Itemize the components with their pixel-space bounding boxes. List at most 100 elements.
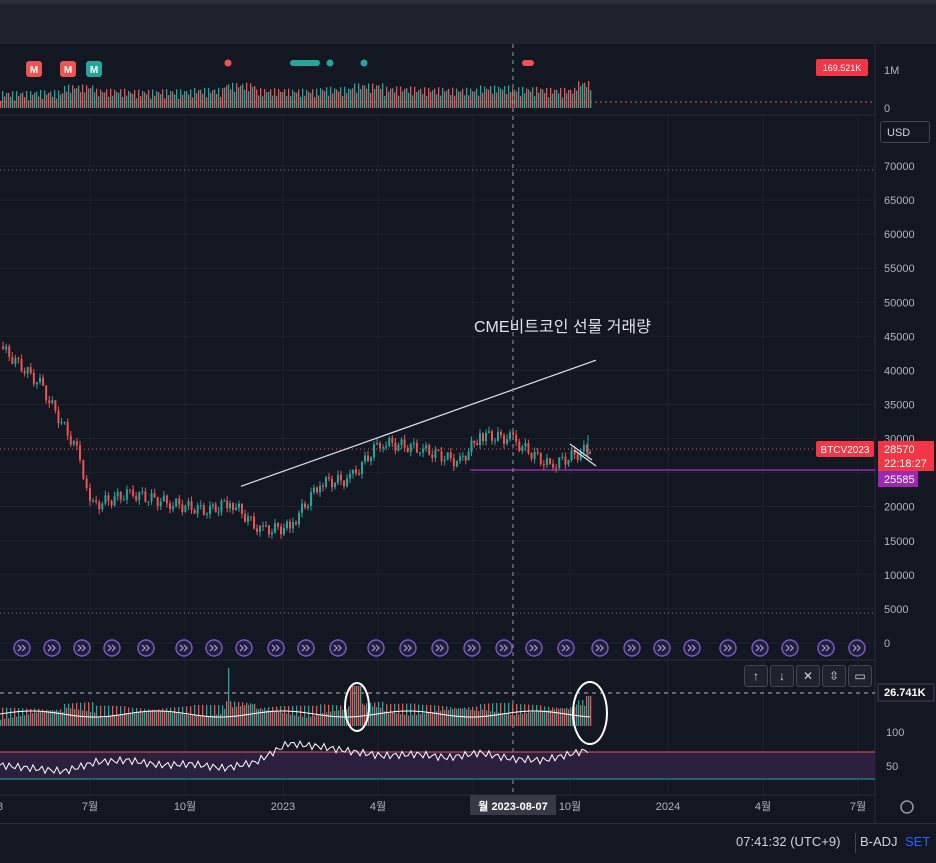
volume-bar [8, 92, 10, 108]
indicator-bar [50, 710, 52, 726]
volume-bar [358, 83, 360, 108]
volume-bar [100, 89, 102, 108]
indicator-bar [126, 713, 128, 726]
indicator-bar [218, 705, 220, 726]
candle-body [422, 448, 425, 453]
event-icon[interactable] [13, 639, 31, 657]
event-icon[interactable] [719, 639, 737, 657]
volume-bar [282, 91, 284, 108]
event-dot [326, 59, 334, 67]
indicator-bar [270, 710, 272, 726]
indicator-bar [98, 716, 100, 726]
move-down-button[interactable]: ↓ [770, 665, 794, 687]
candle-body [184, 505, 187, 512]
volume-bar [136, 98, 138, 108]
chevron-right-icon [371, 644, 380, 652]
candle-body [337, 474, 339, 483]
event-icon[interactable] [525, 639, 543, 657]
event-icon[interactable] [235, 639, 253, 657]
indicator-bar [96, 705, 98, 726]
indicator-bar [174, 707, 176, 726]
candle-body [564, 456, 567, 465]
event-icon[interactable] [73, 639, 91, 657]
event-icon[interactable] [591, 639, 609, 657]
indicator-bar [184, 714, 186, 726]
volume-bar [298, 89, 300, 108]
event-icon[interactable] [175, 639, 193, 657]
volume-bar [510, 92, 512, 108]
indicator-bar [432, 712, 434, 726]
indicator-bar [102, 717, 104, 726]
event-icon[interactable] [848, 639, 866, 657]
indicator-bar [536, 704, 538, 726]
indicator-bar [120, 706, 122, 726]
event-icon[interactable] [103, 639, 121, 657]
event-icon[interactable] [431, 639, 449, 657]
symbol-tag-bg [816, 441, 874, 457]
badj-label[interactable]: B-ADJ [860, 834, 898, 849]
indicator-bar [472, 706, 474, 726]
settings-gear-icon[interactable] [900, 800, 914, 814]
indicator-bar [140, 708, 142, 726]
currency-select[interactable]: USD [880, 121, 930, 143]
indicator-bar [538, 710, 540, 726]
event-icon[interactable] [399, 639, 417, 657]
volume-bar [522, 86, 524, 108]
event-icon[interactable] [751, 639, 769, 657]
event-icon[interactable] [367, 639, 385, 657]
event-icon[interactable] [495, 639, 513, 657]
event-icon[interactable] [817, 639, 835, 657]
indicator-bar [130, 713, 132, 726]
candle-body [542, 464, 545, 466]
indicator-bar [486, 710, 488, 726]
set-label[interactable]: SET [905, 834, 931, 849]
volume-bar [196, 93, 198, 108]
event-icon[interactable] [267, 639, 285, 657]
maximize-pane-button[interactable]: ▭ [848, 665, 872, 687]
indicator-bar [212, 715, 214, 726]
event-icon[interactable] [463, 639, 481, 657]
indicator-bar [354, 686, 356, 726]
clock-label[interactable]: 07:41:32 (UTC+9) [736, 834, 841, 849]
indicator-bar [294, 715, 296, 726]
event-icon[interactable] [329, 639, 347, 657]
candle-body [32, 372, 35, 385]
indicator-bar [172, 712, 174, 726]
candle-body [256, 528, 258, 532]
volume-bar [234, 91, 236, 108]
event-icon[interactable] [137, 639, 155, 657]
flag-line-upper [569, 443, 593, 461]
volume-bar [378, 85, 380, 108]
collapse-pane-button[interactable]: ⇳ [822, 665, 846, 687]
candle-body [497, 431, 499, 441]
event-icon[interactable] [43, 639, 61, 657]
candle-body [379, 442, 381, 448]
event-icon[interactable] [297, 639, 315, 657]
volume-bar [398, 95, 400, 108]
move-up-button[interactable]: ↑ [744, 665, 768, 687]
candle-body [361, 461, 363, 475]
volume-bar [270, 89, 272, 108]
event-icon-row [13, 639, 866, 657]
event-marker-0[interactable] [26, 61, 42, 77]
event-marker-1[interactable] [60, 61, 76, 77]
indicator-bar [458, 708, 460, 726]
candle-body [289, 521, 291, 529]
indicator-bar [552, 707, 554, 726]
event-marker-2[interactable] [86, 61, 102, 77]
volume-bar [92, 85, 94, 108]
event-icon[interactable] [557, 639, 575, 657]
annotation-text[interactable]: CME비트코인 선물 거래량 [474, 318, 651, 336]
event-icon[interactable] [781, 639, 799, 657]
indicator-bar [280, 706, 282, 726]
chart-area[interactable]: M M M CME비트코인 선물 거래량 70000 65000 60000 55000 5… [0, 0, 936, 823]
candle-body [199, 505, 202, 507]
event-icon[interactable] [205, 639, 223, 657]
event-icon[interactable] [623, 639, 641, 657]
indicator-bar [558, 708, 560, 726]
volume-bar [552, 93, 554, 108]
event-icon[interactable] [683, 639, 701, 657]
indicator-bar [360, 686, 362, 726]
event-icon[interactable] [653, 639, 671, 657]
close-pane-button[interactable]: ✕ [796, 665, 820, 687]
